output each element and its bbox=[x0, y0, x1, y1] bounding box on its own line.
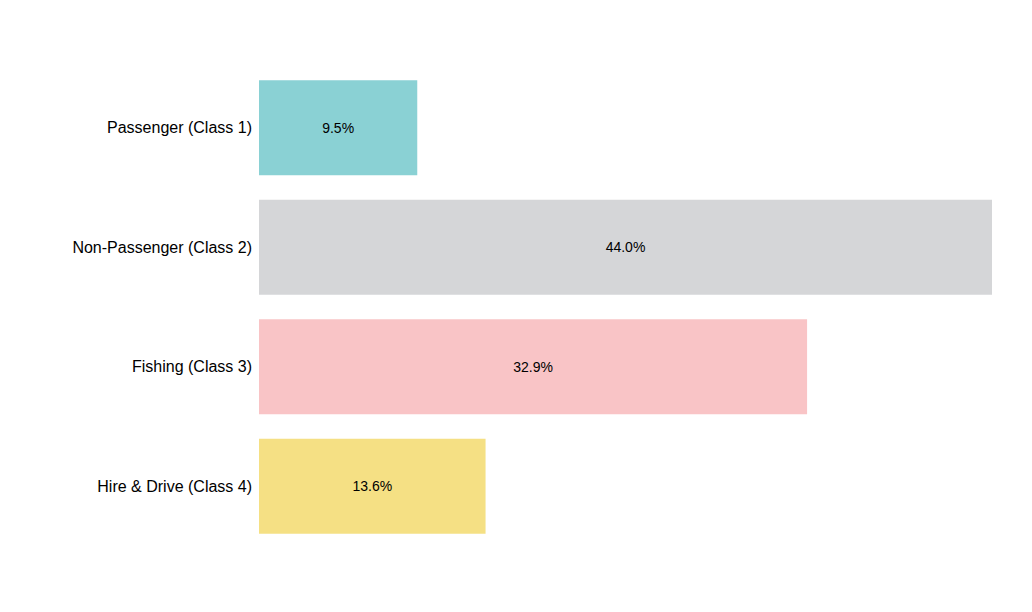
svg-text:9.5%: 9.5% bbox=[322, 120, 354, 136]
svg-text:44.0%: 44.0% bbox=[606, 239, 646, 255]
svg-text:Non-Passenger (Class 2): Non-Passenger (Class 2) bbox=[72, 239, 252, 256]
svg-text:Fishing (Class 3): Fishing (Class 3) bbox=[132, 358, 252, 375]
svg-text:Hire & Drive (Class 4): Hire & Drive (Class 4) bbox=[97, 478, 252, 495]
svg-text:Passenger (Class 1): Passenger (Class 1) bbox=[107, 119, 252, 136]
svg-text:13.6%: 13.6% bbox=[352, 478, 392, 494]
svg-text:32.9%: 32.9% bbox=[513, 359, 553, 375]
